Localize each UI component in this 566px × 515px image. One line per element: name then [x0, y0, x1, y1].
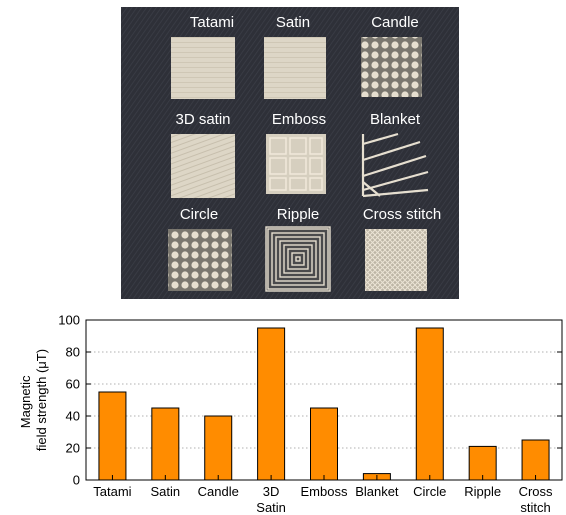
x-tick-label: Tatami [93, 484, 131, 499]
y-axis-title: Magnetic field strength (μT) [18, 349, 49, 451]
photo-label-satin: Satin [276, 14, 310, 31]
photo-label-ripple: Ripple [277, 206, 320, 223]
y-tick-label: 80 [66, 345, 80, 360]
x-tick-label-line: 3D [263, 484, 280, 499]
bar [415, 327, 444, 481]
x-tick-label-line: Satin [151, 484, 181, 499]
x-tick-label-line: stitch [520, 500, 550, 515]
y-axis-title-line-1: Magnetic [18, 375, 33, 428]
x-tick-label: Candle [198, 484, 239, 499]
x-tick-label-line: Ripple [464, 484, 501, 499]
bar [468, 445, 497, 481]
photo-label-tatami: Tatami [190, 14, 234, 31]
photo-label-cross-stitch: Cross stitch [363, 206, 441, 223]
swatch-blanket [361, 132, 429, 198]
swatch-emboss [266, 134, 326, 194]
x-tick-label-line: Circle [413, 484, 446, 499]
y-tick-label: 100 [58, 313, 80, 328]
swatch-3d-satin [171, 134, 235, 198]
y-tick-label: 20 [66, 441, 80, 456]
bar [204, 415, 233, 481]
swatch-ripple [265, 226, 331, 292]
x-tick-label-line: Tatami [93, 484, 131, 499]
photo-label-candle: Candle [371, 14, 419, 31]
swatch-circle [168, 229, 232, 291]
x-tick-label: Blanket [355, 484, 399, 499]
swatch-cross-stitch [365, 229, 427, 291]
bars [98, 327, 550, 481]
x-tick-label: 3D Satin [256, 484, 286, 515]
swatch-satin [264, 37, 326, 99]
photo-labels: Tatami Satin Candle 3D satin Emboss Blan… [175, 14, 441, 223]
x-tick-label-line: Emboss [301, 484, 348, 499]
x-tick-label: Satin [151, 484, 181, 499]
photo-label-blanket: Blanket [370, 111, 421, 128]
x-tick-label: Cross stitch [519, 484, 553, 515]
y-tick-label: 0 [73, 473, 80, 488]
x-tick-label-line: Cross [519, 484, 553, 499]
photo-label-3d-satin: 3D satin [175, 111, 230, 128]
x-tick-label: Circle [413, 484, 446, 499]
embroidery-photo: Tatami Satin Candle 3D satin Emboss Blan… [121, 7, 459, 299]
bar [521, 439, 550, 481]
bar [98, 391, 127, 481]
bar [257, 327, 286, 481]
x-tick-label-line: Candle [198, 484, 239, 499]
x-tick-label-line: Blanket [355, 484, 399, 499]
y-tick-label: 60 [66, 377, 80, 392]
y-ticks: 0 20 40 60 80 100 [58, 313, 562, 488]
x-tick-label: Emboss [301, 484, 348, 499]
bar [151, 407, 180, 481]
photo-label-emboss: Emboss [272, 111, 326, 128]
swatch-tatami [171, 37, 235, 99]
x-tick-label-line: Satin [256, 500, 286, 515]
photo-label-circle: Circle [180, 206, 218, 223]
x-tick-label: Ripple [464, 484, 501, 499]
swatch-candle [361, 37, 422, 97]
bar [310, 407, 338, 481]
y-tick-label: 40 [66, 409, 80, 424]
y-axis-title-line-2: field strength (μT) [34, 349, 49, 451]
